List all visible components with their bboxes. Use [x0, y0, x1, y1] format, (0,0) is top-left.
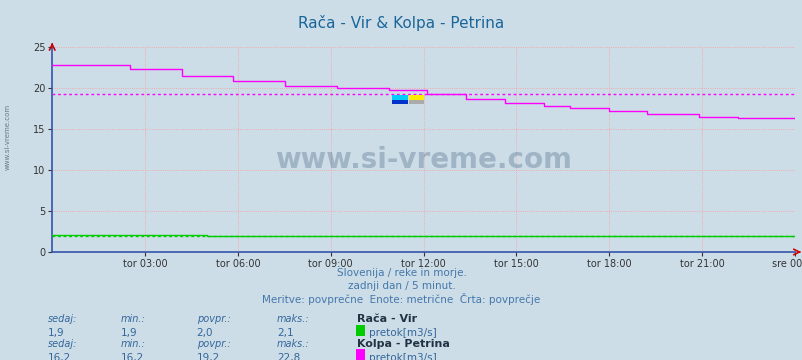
Text: 22,8: 22,8 — [277, 353, 300, 360]
Text: Slovenija / reke in morje.: Slovenija / reke in morje. — [336, 268, 466, 278]
Text: Meritve: povprečne  Enote: metrične  Črta: povprečje: Meritve: povprečne Enote: metrične Črta:… — [262, 293, 540, 305]
Text: 19,2: 19,2 — [196, 353, 220, 360]
Text: pretok[m3/s]: pretok[m3/s] — [369, 328, 436, 338]
Text: 1,9: 1,9 — [48, 328, 65, 338]
Text: 16,2: 16,2 — [48, 353, 71, 360]
Text: Rača - Vir & Kolpa - Petrina: Rača - Vir & Kolpa - Petrina — [298, 15, 504, 31]
Text: povpr.:: povpr.: — [196, 314, 230, 324]
Text: 16,2: 16,2 — [120, 353, 144, 360]
Bar — [392, 95, 407, 100]
Bar — [408, 100, 423, 104]
Text: Rača - Vir: Rača - Vir — [357, 314, 417, 324]
Text: 2,1: 2,1 — [277, 328, 294, 338]
Text: 2,0: 2,0 — [196, 328, 213, 338]
Bar — [392, 100, 407, 104]
Text: maks.:: maks.: — [277, 314, 310, 324]
Text: min.:: min.: — [120, 314, 145, 324]
Text: zadnji dan / 5 minut.: zadnji dan / 5 minut. — [347, 281, 455, 291]
Text: 1,9: 1,9 — [120, 328, 137, 338]
Text: pretok[m3/s]: pretok[m3/s] — [369, 353, 436, 360]
Text: min.:: min.: — [120, 339, 145, 349]
Text: Kolpa - Petrina: Kolpa - Petrina — [357, 339, 450, 349]
Text: www.si-vreme.com: www.si-vreme.com — [275, 146, 571, 174]
Text: sedaj:: sedaj: — [48, 339, 78, 349]
Text: www.si-vreme.com: www.si-vreme.com — [5, 104, 11, 170]
Text: maks.:: maks.: — [277, 339, 310, 349]
Bar — [408, 95, 423, 100]
Text: sedaj:: sedaj: — [48, 314, 78, 324]
Text: povpr.:: povpr.: — [196, 339, 230, 349]
